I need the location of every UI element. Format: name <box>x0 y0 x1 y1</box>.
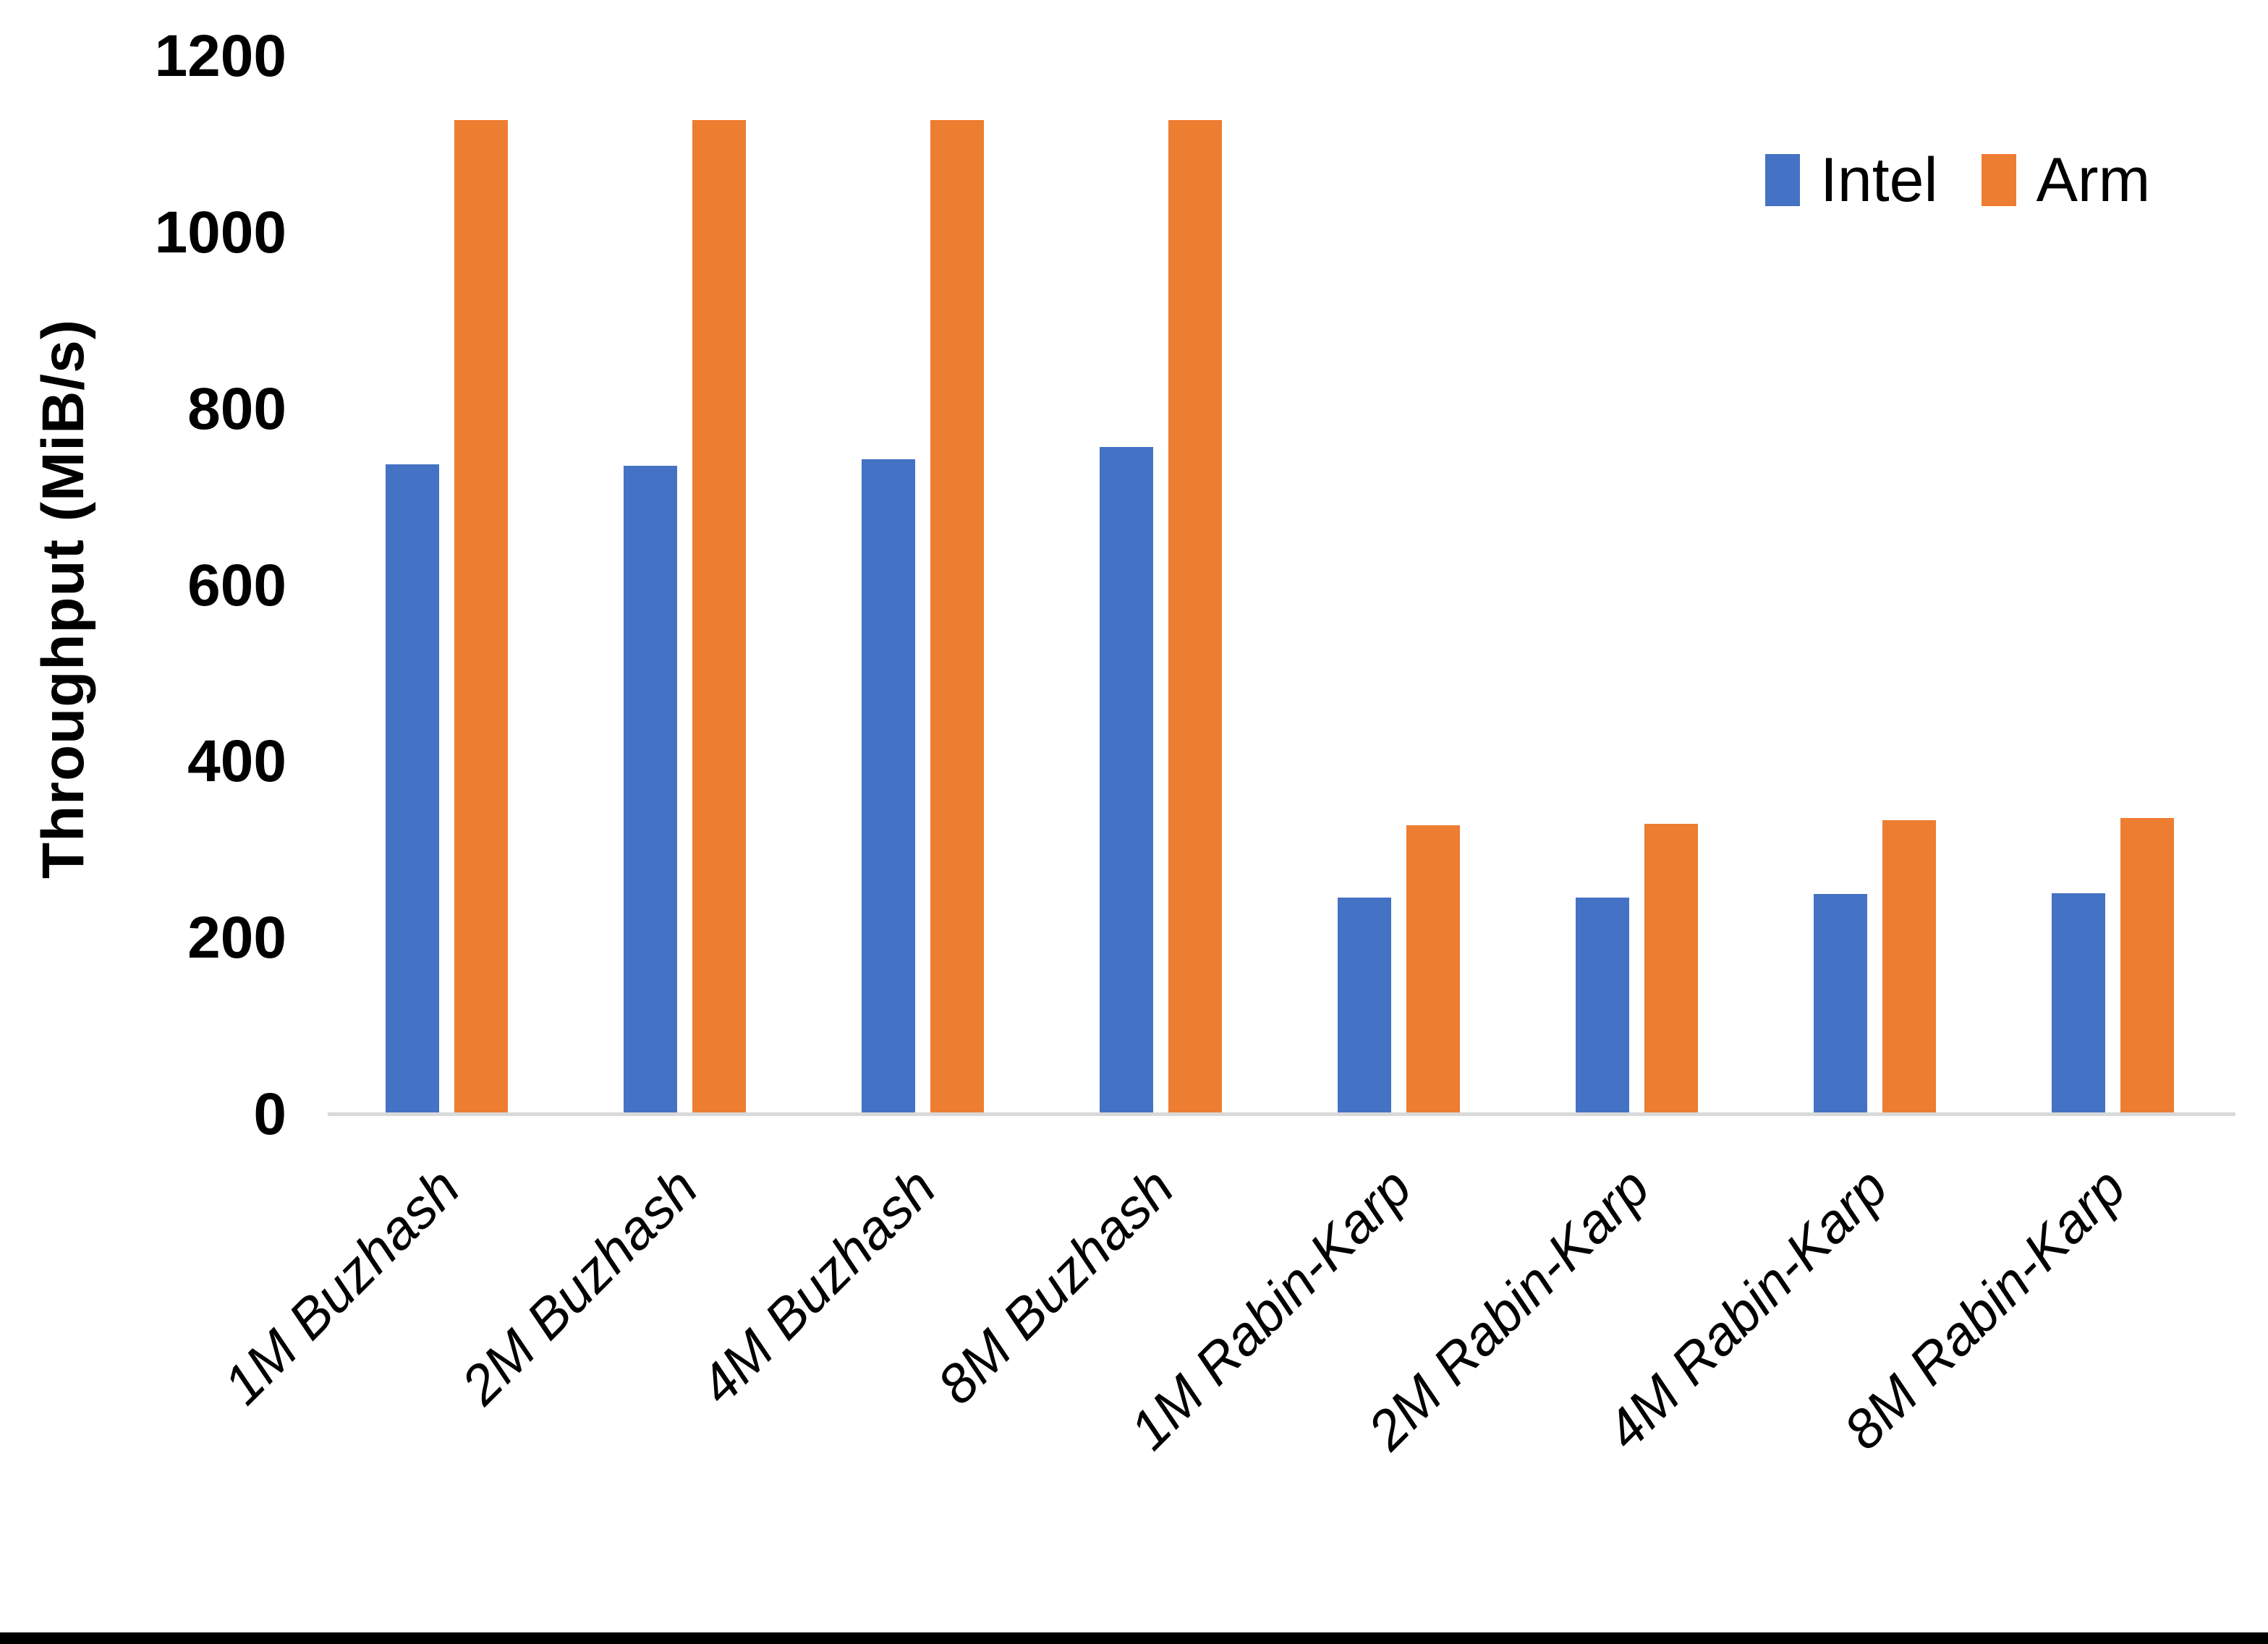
bar-intel-4m-rabin-karp <box>1814 894 1867 1115</box>
y-axis-title: Throughput (MiB/s) <box>30 318 96 880</box>
screenshot-bottom-border <box>0 1632 2268 1644</box>
bar-intel-2m-rabin-karp <box>1576 898 1629 1115</box>
bar-intel-4m-buzhash <box>862 459 915 1115</box>
legend-swatch-arm <box>1981 154 2016 206</box>
bar-intel-1m-buzhash <box>386 464 439 1115</box>
legend-label-arm: Arm <box>2036 145 2151 215</box>
bar-intel-8m-buzhash <box>1100 447 1153 1115</box>
legend: Intel Arm <box>1765 149 2150 211</box>
x-label-8m-buzhash: 8M Buzhash <box>925 1157 1186 1417</box>
bar-arm-8m-rabin-karp <box>2120 818 2174 1115</box>
legend-item-intel: Intel <box>1765 149 1938 211</box>
x-label-2m-buzhash: 2M Buzhash <box>449 1157 710 1417</box>
legend-item-arm: Arm <box>1981 145 2151 215</box>
bar-intel-8m-rabin-karp <box>2052 893 2105 1115</box>
bar-intel-1m-rabin-karp <box>1338 898 1391 1115</box>
bar-arm-8m-buzhash <box>1168 119 1222 1115</box>
bar-arm-2m-buzhash <box>692 119 746 1115</box>
y-tick-label-400: 400 <box>187 728 286 795</box>
y-tick-label-1200: 1200 <box>154 23 286 89</box>
bar-arm-1m-rabin-karp <box>1406 825 1460 1115</box>
bar-intel-2m-buzhash <box>624 465 677 1115</box>
y-tick-label-600: 600 <box>187 552 286 618</box>
bar-arm-1m-buzhash <box>454 119 508 1115</box>
y-tick-label-1000: 1000 <box>154 199 286 265</box>
y-tick-label-800: 800 <box>187 375 286 442</box>
x-axis-line <box>328 1112 2235 1116</box>
legend-label-intel: Intel <box>1820 145 1938 215</box>
bar-arm-4m-rabin-karp <box>1882 819 1936 1115</box>
bar-arm-2m-rabin-karp <box>1644 823 1698 1115</box>
x-label-1m-buzhash: 1M Buzhash <box>211 1157 472 1417</box>
x-label-4m-buzhash: 4M Buzhash <box>687 1157 948 1417</box>
bar-arm-4m-buzhash <box>930 119 984 1115</box>
y-tick-label-200: 200 <box>187 905 286 971</box>
legend-swatch-intel <box>1765 154 1800 206</box>
y-tick-label-0: 0 <box>253 1081 286 1147</box>
